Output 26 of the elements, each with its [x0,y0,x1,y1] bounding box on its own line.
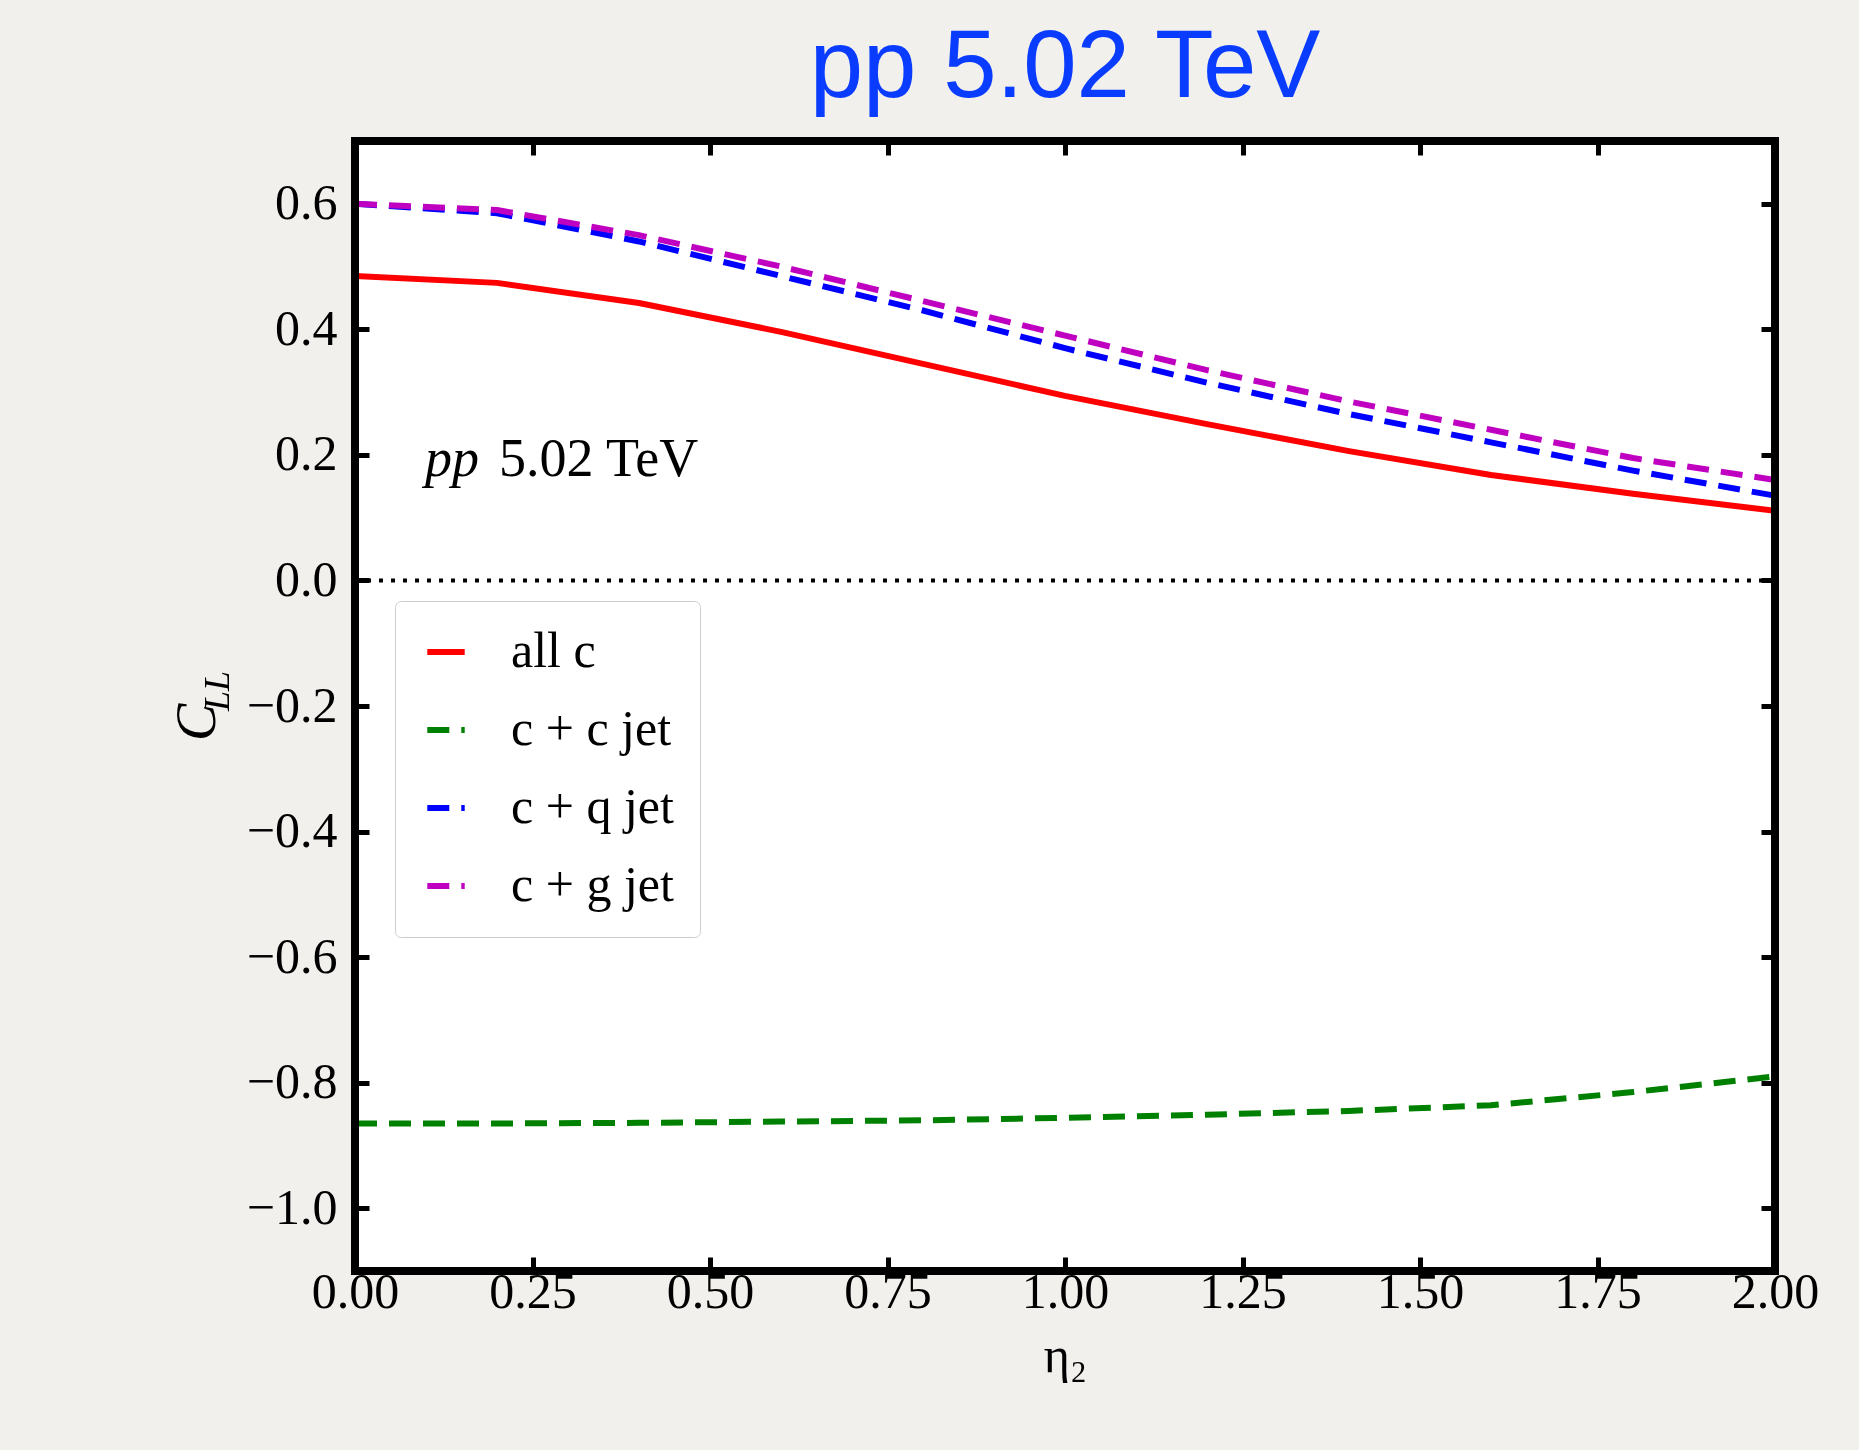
y-tick-label: 0.4 [275,299,338,356]
y-tick-label: 0.6 [275,174,338,231]
x-tick-label: 1.00 [1021,1262,1110,1319]
x-tick-label: 1.25 [1199,1262,1287,1319]
x-tick-label: 0.50 [666,1262,755,1319]
y-axis-title: CLL [165,670,237,741]
y-tick-label: 0.0 [275,550,338,607]
legend-label: c + q jet [511,778,674,834]
chart-title: pp 5.02 TeV [809,10,1321,117]
x-tick-label: 1.75 [1554,1262,1642,1319]
x-axis-title: η₂ [1043,1326,1088,1383]
y-tick-label: −0.4 [246,802,338,859]
x-tick-label: 0.75 [844,1262,932,1319]
legend-label: c + g jet [511,856,674,912]
y-tick-label: −0.6 [246,927,338,984]
y-tick-label: −1.0 [246,1178,338,1235]
x-tick-label: 0.00 [311,1262,400,1319]
legend-label: c + c jet [511,700,672,756]
x-tick-label: 2.00 [1731,1262,1820,1319]
legend-label: all c [511,622,596,678]
x-tick-label: 1.50 [1376,1262,1465,1319]
y-tick-label: −0.8 [246,1053,338,1110]
y-tick-label: 0.2 [275,425,338,482]
y-tick-label: −0.2 [246,676,338,733]
annotation: pp 5.02 TeV [421,428,699,488]
x-tick-label: 0.25 [489,1262,577,1319]
